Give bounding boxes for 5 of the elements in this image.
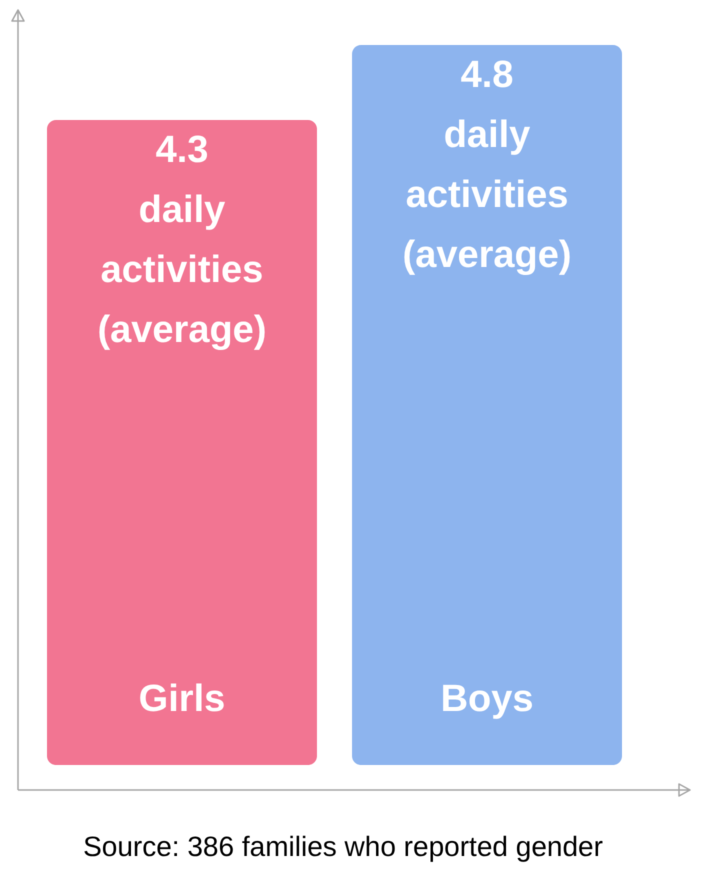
x-tick-label: Girls [138,678,226,720]
x-tick-label: Boys [440,678,534,720]
source-note: Source: 386 families who reported gender [83,831,603,862]
data-label: 4.8 daily activities (average) [402,54,572,276]
data-label: 4.3 daily activities (average) [97,129,266,351]
